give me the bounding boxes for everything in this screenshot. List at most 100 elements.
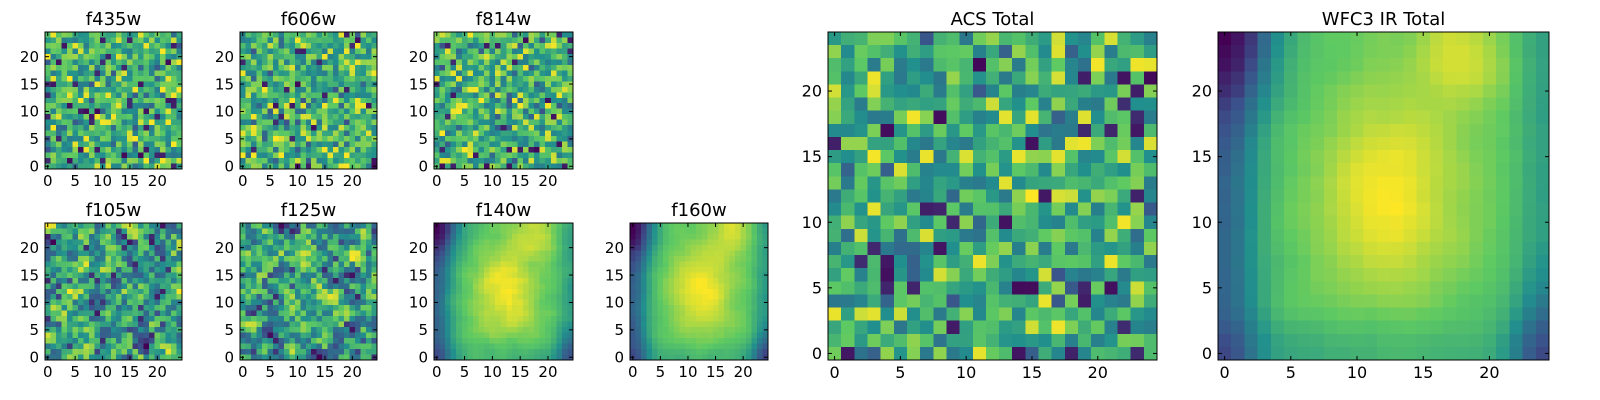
heatmap-cell	[506, 233, 513, 241]
heatmap-cell	[366, 332, 373, 339]
heatmap-cell	[707, 354, 714, 361]
heatmap-cell	[143, 158, 150, 165]
heatmap-cell	[272, 233, 279, 241]
heatmap-cell	[132, 59, 139, 66]
heatmap-cell	[305, 42, 312, 50]
heatmap-cell	[506, 64, 513, 71]
heatmap-cell	[467, 299, 474, 306]
heatmap-cell	[545, 327, 552, 334]
heatmap-cell	[567, 125, 574, 132]
heatmap-cell	[679, 239, 686, 246]
heatmap-cell	[245, 136, 252, 143]
heatmap-cell	[495, 48, 502, 55]
heatmap-cell	[94, 92, 101, 99]
heatmap-cell	[149, 250, 156, 257]
heatmap-cell	[278, 239, 285, 246]
heatmap-cell	[528, 354, 535, 361]
heatmap-cell	[338, 108, 345, 115]
heatmap-cell	[539, 32, 546, 39]
heatmap-cell	[534, 53, 541, 60]
heatmap-cell	[83, 119, 90, 126]
heatmap-cell	[50, 223, 57, 230]
heatmap-cell	[289, 316, 296, 323]
heatmap-cell	[539, 283, 546, 290]
heatmap-cell	[138, 283, 145, 290]
heatmap-cell	[522, 141, 530, 148]
heatmap-cell	[1091, 45, 1105, 59]
heatmap-cell	[495, 338, 502, 345]
heatmap-cell	[972, 123, 987, 138]
heatmap-cell	[701, 338, 708, 345]
heatmap-cell	[256, 310, 263, 317]
heatmap-cell	[701, 239, 708, 246]
heatmap-cell	[828, 32, 842, 46]
heatmap-cell	[439, 288, 446, 295]
heatmap-cell	[828, 163, 842, 177]
heatmap-cell	[110, 354, 117, 361]
heatmap-cell	[99, 228, 106, 235]
heatmap-cell	[344, 299, 351, 306]
heatmap-cell	[72, 53, 79, 60]
heatmap-cell	[456, 354, 463, 361]
heatmap-cell	[461, 321, 468, 328]
heatmap-cell	[745, 316, 753, 323]
heatmap-cell	[300, 255, 307, 262]
heatmap-cell	[528, 48, 535, 55]
heatmap-cell	[245, 53, 252, 60]
heatmap-cell	[867, 32, 882, 46]
heatmap-cell	[66, 228, 73, 235]
heatmap-cell	[528, 158, 535, 165]
heatmap-cell	[528, 92, 535, 99]
heatmap-cell	[456, 223, 463, 230]
heatmap-cell	[149, 42, 156, 50]
heatmap-cell	[946, 176, 961, 191]
heatmap-cell	[240, 48, 247, 55]
heatmap-cell	[250, 59, 258, 66]
heatmap-cell	[484, 223, 491, 230]
heatmap-cell	[946, 202, 961, 217]
y-tick-label: 0	[418, 349, 428, 367]
heatmap-cell	[272, 305, 279, 312]
y-tick-label: 5	[29, 321, 39, 339]
heatmap-cell	[94, 130, 101, 137]
heatmap-cell	[322, 103, 329, 110]
heatmap-cell	[83, 354, 90, 361]
heatmap-cell	[333, 343, 340, 350]
heatmap-cell	[132, 316, 139, 323]
heatmap-cell	[360, 108, 367, 115]
heatmap-cell	[1104, 45, 1119, 59]
heatmap-cell	[517, 283, 524, 290]
heatmap-cell	[138, 321, 145, 328]
heatmap-cell	[668, 233, 675, 241]
heatmap-cell	[289, 48, 296, 55]
heatmap-cell	[567, 48, 574, 55]
heatmap-cell	[176, 70, 183, 77]
heatmap-cell	[83, 228, 90, 235]
heatmap-cell	[283, 321, 290, 328]
heatmap-cell	[333, 70, 340, 77]
heatmap-cell	[561, 321, 569, 328]
heatmap-cell	[751, 321, 758, 328]
heatmap-cell	[116, 119, 123, 126]
heatmap-cell	[116, 152, 123, 159]
heatmap-cell	[489, 130, 496, 137]
heatmap-cell	[545, 37, 552, 44]
heatmap-cell	[149, 239, 156, 246]
heatmap-cell	[300, 250, 307, 257]
heatmap-cell	[88, 272, 95, 279]
heatmap-cell	[45, 233, 52, 241]
heatmap-cell	[635, 354, 642, 361]
heatmap-cell	[278, 59, 285, 66]
heatmap-cell	[712, 338, 719, 345]
heatmap-cell	[99, 108, 106, 115]
heatmap-cell	[534, 81, 541, 88]
heatmap-cell	[567, 152, 574, 159]
heatmap-cell	[461, 283, 468, 290]
x-tick-label: 0	[432, 172, 442, 190]
heatmap-cell	[439, 277, 446, 284]
heatmap-cell	[171, 108, 178, 115]
heatmap-cell	[311, 349, 318, 356]
heatmap-cell	[434, 233, 441, 241]
heatmap-cell	[138, 92, 145, 99]
heatmap-cell	[657, 283, 664, 290]
